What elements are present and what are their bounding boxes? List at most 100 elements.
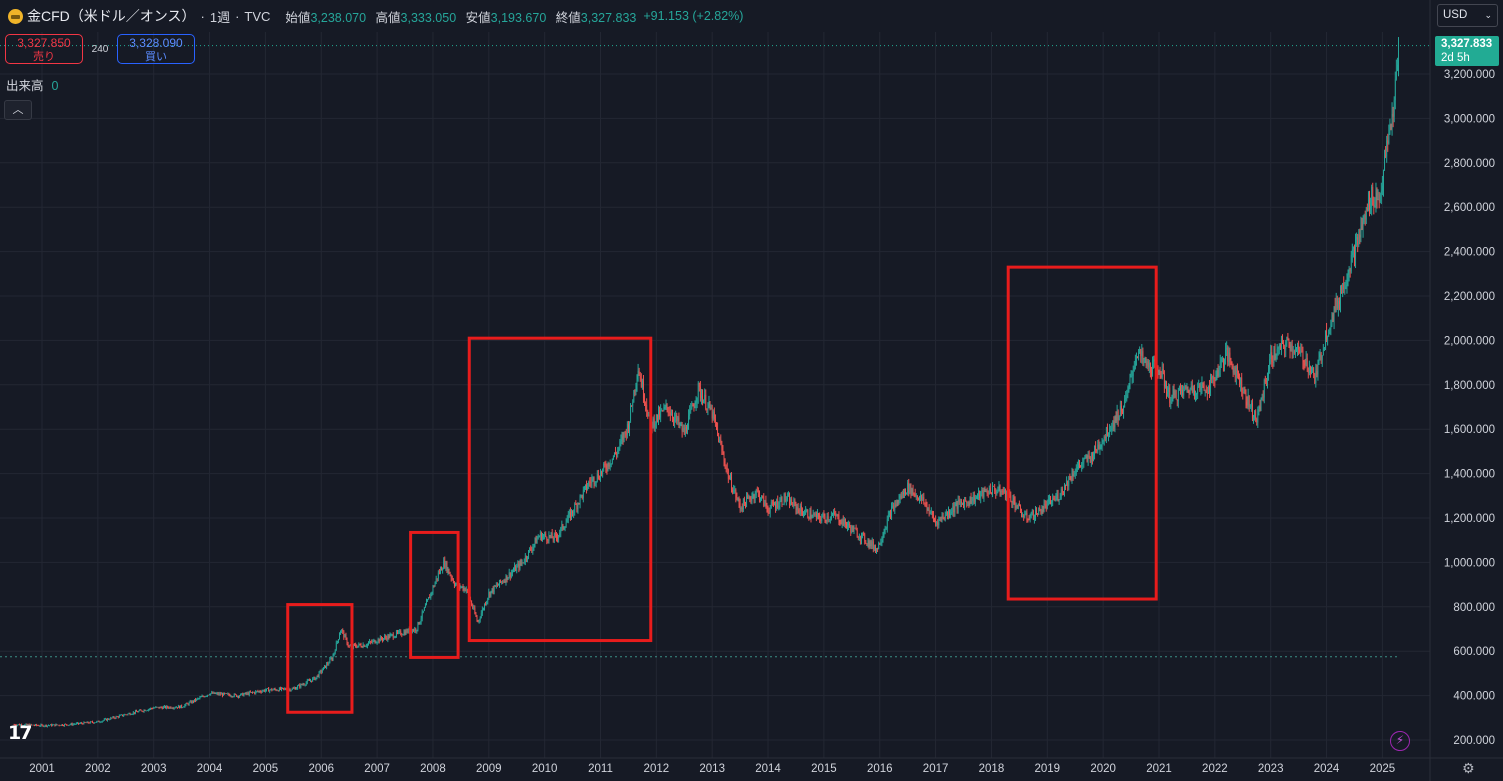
candle-body: [189, 701, 191, 703]
candle-body: [1322, 348, 1324, 356]
candle-body: [29, 724, 31, 726]
candle-body: [126, 714, 128, 716]
candle-body: [1126, 394, 1128, 398]
symbol-title[interactable]: 金CFD（米ドル／オンス）: [27, 8, 196, 24]
candle-body: [146, 710, 148, 711]
volume-legend[interactable]: 出来高 0: [6, 75, 58, 94]
candle-body: [1366, 207, 1368, 211]
candle-body: [675, 415, 677, 418]
candle-body: [938, 518, 940, 526]
collapse-legend-button[interactable]: ︿: [4, 100, 32, 120]
candle-body: [1115, 416, 1117, 422]
candle-body: [443, 560, 445, 570]
x-tick-label: 2023: [1258, 763, 1284, 775]
candle-body: [1296, 348, 1297, 349]
candle-body: [530, 548, 532, 550]
gear-icon[interactable]: ⚙: [1462, 760, 1475, 776]
candle-body: [658, 410, 659, 421]
candle-body: [578, 503, 580, 504]
candle-body: [161, 707, 163, 709]
last-price-label: 3,327.833: [1441, 38, 1493, 50]
candle-body: [989, 488, 991, 494]
candle-body: [564, 527, 566, 529]
candle-body: [1040, 509, 1042, 515]
candle-body: [541, 533, 542, 541]
candle-body: [1279, 344, 1281, 350]
candle-body: [64, 724, 65, 726]
candle-body: [1310, 366, 1311, 373]
buy-button[interactable]: 3,328.090 買い: [117, 34, 195, 64]
candle-body: [609, 464, 611, 467]
candle-body: [1206, 392, 1208, 394]
candle-body: [621, 436, 623, 440]
candle-body: [403, 631, 405, 635]
candle-body: [704, 394, 706, 401]
candle-body: [96, 721, 98, 723]
interval-label[interactable]: 1週: [209, 9, 231, 25]
x-tick-label: 2021: [1146, 763, 1172, 775]
highlight-box: [467, 336, 653, 643]
candle-body: [404, 631, 406, 635]
gold-symbol-icon[interactable]: [8, 8, 23, 24]
candle-body: [412, 629, 413, 633]
candle-body: [606, 468, 608, 470]
candle-body: [524, 556, 526, 562]
candle-body: [1395, 70, 1397, 80]
candle-body: [724, 461, 726, 468]
candle-body: [822, 513, 824, 518]
sell-button[interactable]: 3,327.850 売り: [5, 34, 83, 64]
candle-body: [1022, 516, 1023, 517]
candle-body: [328, 663, 330, 665]
candle-body: [664, 406, 666, 408]
candle-body: [795, 503, 797, 511]
candle-body: [493, 585, 495, 593]
candle-body: [805, 510, 807, 515]
chevron-down-icon: ⌄: [1484, 10, 1492, 20]
candle-body: [589, 481, 591, 483]
candle-body: [976, 496, 977, 498]
candle-body: [281, 687, 282, 690]
candle-body: [1170, 402, 1172, 404]
candle-body: [270, 688, 272, 690]
candle-body: [756, 489, 758, 491]
candle-body: [477, 620, 479, 622]
currency-select[interactable]: USD ⌄: [1437, 4, 1498, 27]
candle-body: [804, 514, 805, 515]
candle-body: [784, 493, 786, 501]
candle-body: [768, 512, 770, 513]
candle-body: [525, 556, 527, 559]
candle-body: [1305, 357, 1307, 365]
candle-body: [464, 587, 466, 592]
change-value: +91.153 (+2.82%): [643, 9, 744, 23]
candle-body: [271, 688, 273, 691]
candle-body: [191, 700, 193, 704]
candle-body: [745, 502, 746, 507]
candle-body: [538, 536, 540, 538]
candle-body: [1314, 374, 1316, 383]
candle-body: [372, 640, 374, 643]
candle-body: [666, 404, 668, 408]
candle-body: [1044, 504, 1046, 505]
lightning-icon[interactable]: ⚡: [1390, 731, 1410, 751]
candle-body: [495, 585, 497, 587]
candle-body: [455, 584, 456, 586]
candle-body: [615, 452, 616, 454]
candle-body: [954, 505, 956, 513]
candle-body: [394, 636, 396, 638]
candle-body: [1047, 499, 1049, 502]
candle-body: [1312, 367, 1313, 371]
candle-body: [927, 508, 929, 511]
candle-body: [273, 688, 275, 690]
candle-body: [508, 572, 510, 578]
candle-body: [369, 641, 370, 644]
candle-body: [887, 514, 889, 519]
chart-header: 金CFD（米ドル／オンス） · 1週 · TVC 始値3,238.070 高値3…: [0, 0, 1430, 32]
candle-body: [359, 643, 361, 645]
y-tick-label: 2,400.000: [1444, 247, 1495, 259]
candle-body: [717, 428, 718, 433]
candle-body: [510, 572, 512, 578]
tradingview-logo-icon[interactable]: 17: [8, 722, 32, 744]
candle-body: [144, 710, 146, 711]
candle-body: [115, 716, 117, 719]
